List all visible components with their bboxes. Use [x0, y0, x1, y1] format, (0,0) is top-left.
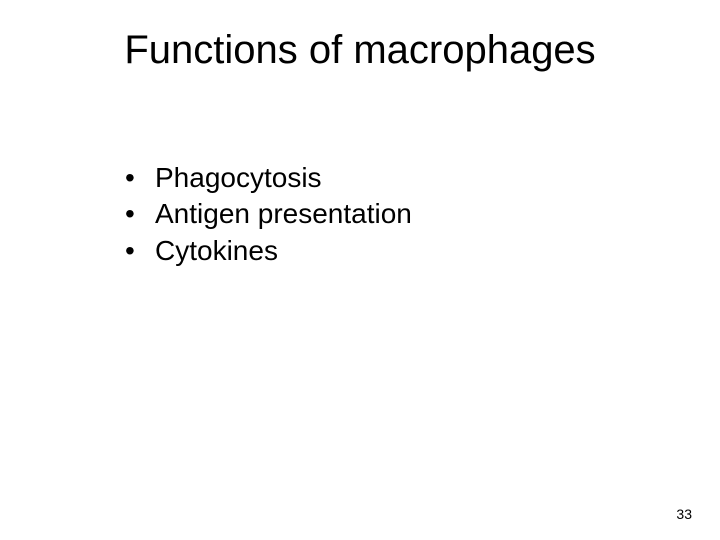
list-item: Antigen presentation [125, 196, 412, 232]
list-item: Cytokines [125, 233, 412, 269]
page-number: 33 [676, 506, 692, 522]
bullet-list: Phagocytosis Antigen presentation Cytoki… [125, 160, 412, 269]
list-item: Phagocytosis [125, 160, 412, 196]
slide-title: Functions of macrophages [0, 28, 720, 73]
